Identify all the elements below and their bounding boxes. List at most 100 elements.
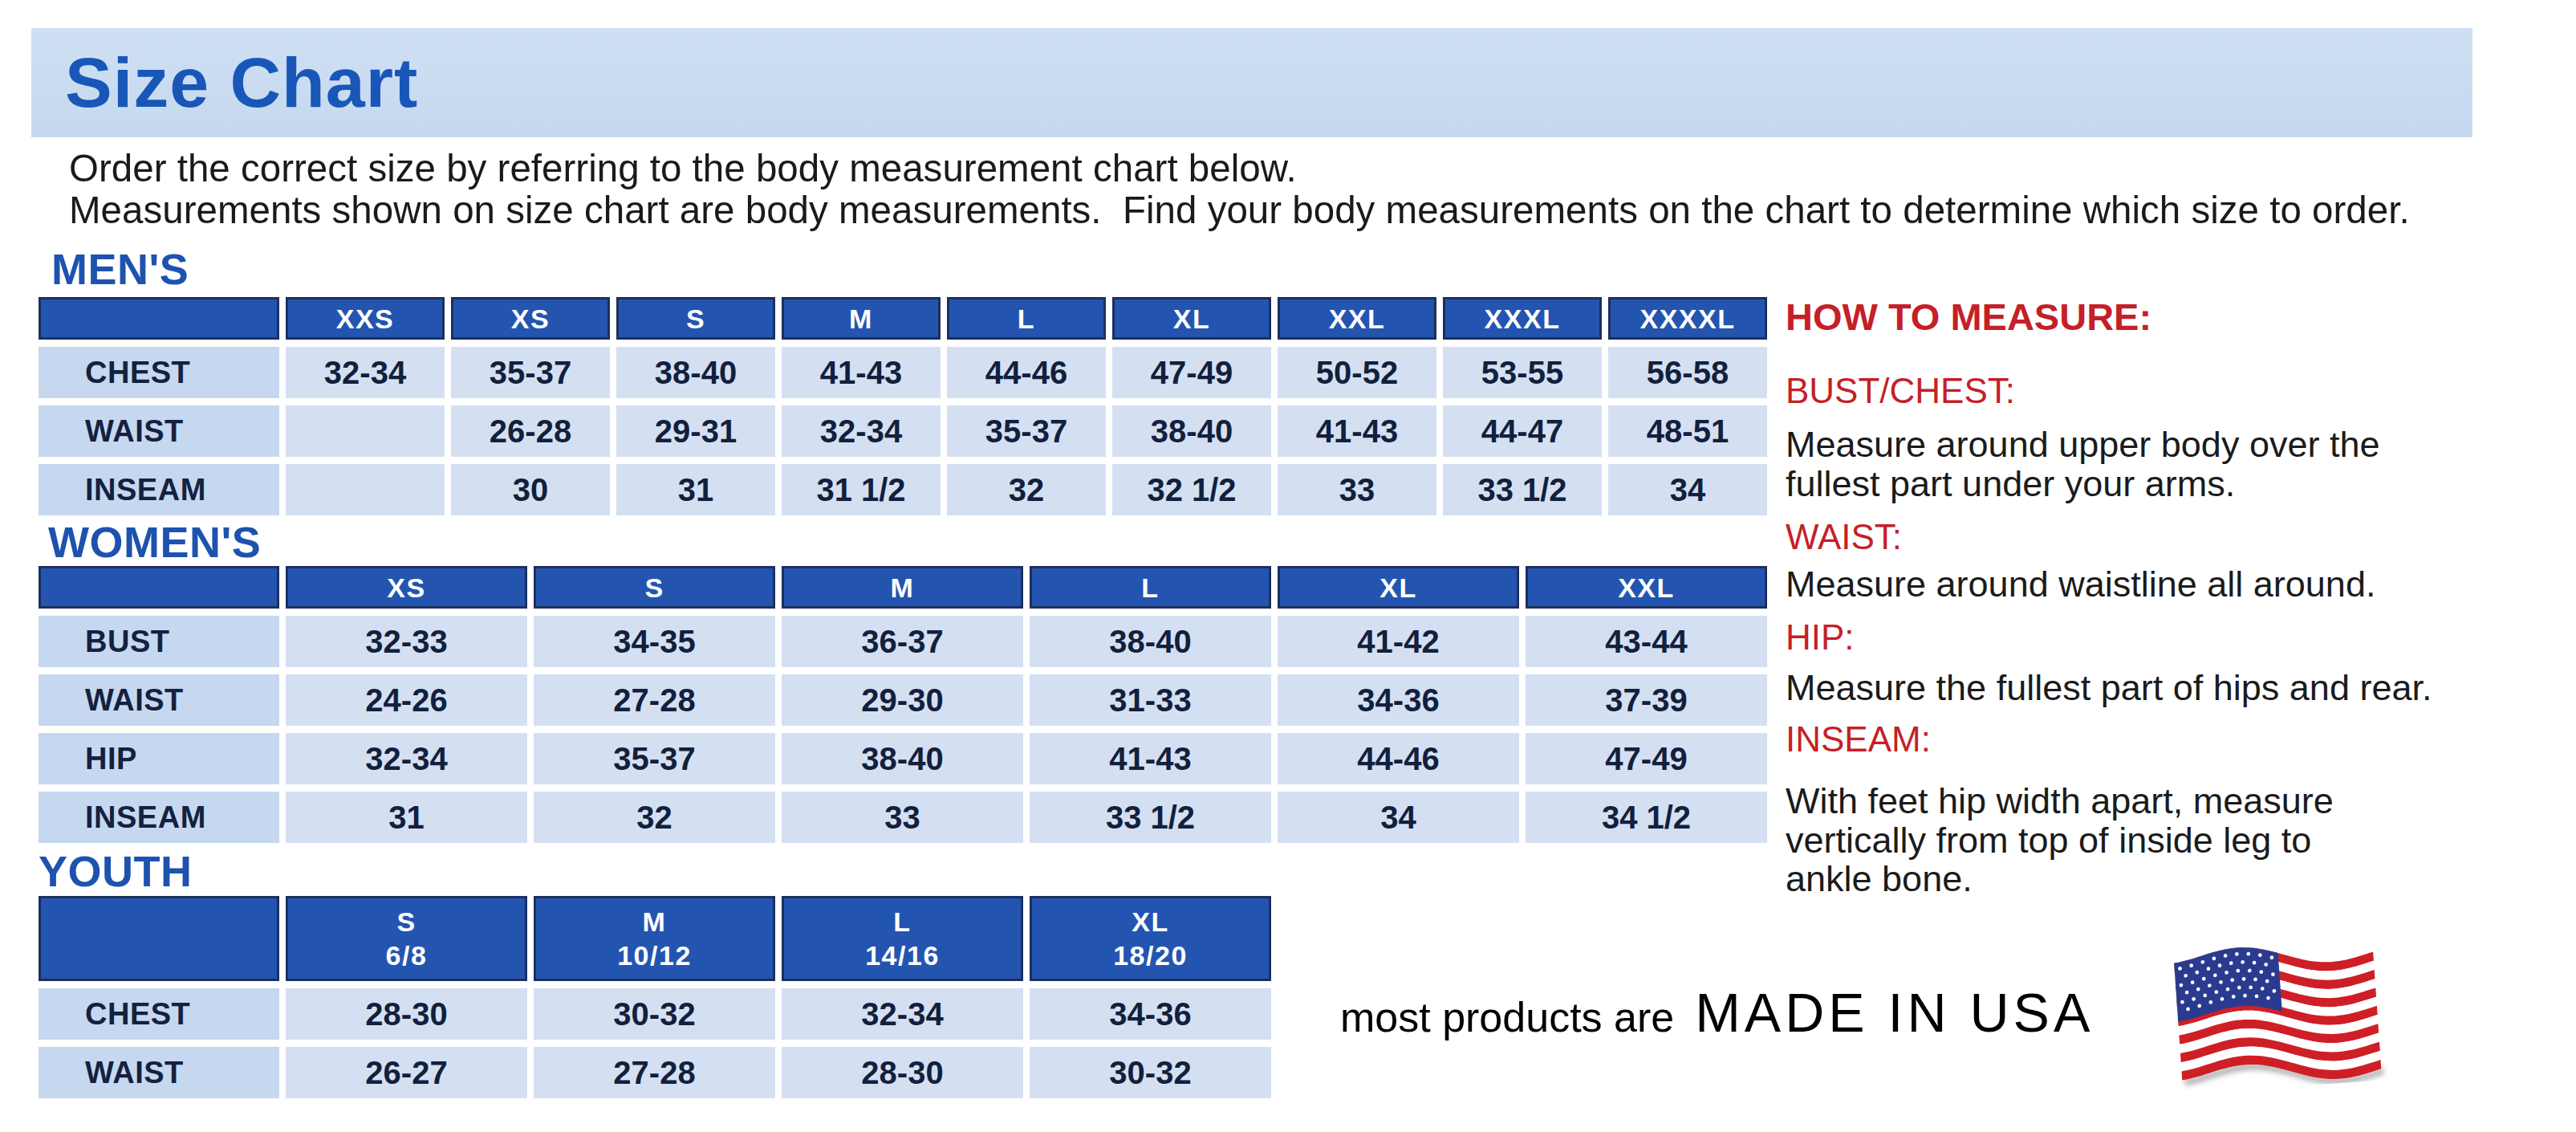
row-label: INSEAM <box>39 464 279 515</box>
size-value-cell: 34-36 <box>1030 988 1271 1040</box>
measure-description: Measure around upper body over thefulles… <box>1786 426 2379 503</box>
column-header: XS <box>451 297 610 340</box>
made-in-usa-line: most products are MADE IN USA <box>1340 981 2094 1044</box>
measure-description-line: Measure around upper body over the <box>1786 426 2379 465</box>
size-value-cell: 32 <box>534 792 775 843</box>
size-value-cell: 32-34 <box>782 405 941 457</box>
column-header: M <box>782 566 1023 609</box>
size-value-cell: 34 1/2 <box>1526 792 1767 843</box>
column-header: S <box>616 297 775 340</box>
column-header: XL <box>1112 297 1271 340</box>
usa-flag-icon <box>2165 934 2396 1095</box>
column-header: XL <box>1278 566 1519 609</box>
section-heading-youth: YOUTH <box>39 849 193 893</box>
column-header-size: XL <box>1132 905 1168 939</box>
column-header-range: 10/12 <box>617 939 692 972</box>
column-header-range: 18/20 <box>1113 939 1188 972</box>
size-value-cell: 27-28 <box>534 674 775 726</box>
row-label: INSEAM <box>39 792 279 843</box>
column-header: S <box>534 566 775 609</box>
made-in-usa-text: MADE IN USA <box>1695 981 2094 1044</box>
size-value-cell: 47-49 <box>1526 733 1767 784</box>
size-value-cell: 30-32 <box>534 988 775 1040</box>
size-value-cell: 35-37 <box>534 733 775 784</box>
size-value-cell: 32-33 <box>286 616 527 667</box>
measure-term: BUST/CHEST: <box>1786 373 2015 409</box>
size-value-cell: 38-40 <box>1112 405 1271 457</box>
size-value-cell: 53-55 <box>1443 347 1602 398</box>
size-value-cell: 33 1/2 <box>1443 464 1602 515</box>
size-value-cell: 50-52 <box>1278 347 1436 398</box>
made-in-usa-prefix: most products are <box>1340 993 1674 1041</box>
size-value-cell: 24-26 <box>286 674 527 726</box>
table-corner-cell <box>39 896 279 981</box>
size-value-cell: 36-37 <box>782 616 1023 667</box>
section-heading-mens: MEN'S <box>51 247 189 291</box>
column-header: XXXXL <box>1608 297 1767 340</box>
size-value-cell: 27-28 <box>534 1047 775 1098</box>
size-value-cell: 26-27 <box>286 1047 527 1098</box>
table-corner-cell <box>39 297 279 340</box>
measure-description-line: fullest part under your arms. <box>1786 465 2379 504</box>
column-header: L <box>947 297 1106 340</box>
intro-text: Order the correct size by referring to t… <box>69 147 2410 230</box>
size-value-cell: 38-40 <box>1030 616 1271 667</box>
size-value-cell: 28-30 <box>286 988 527 1040</box>
column-header: XS <box>286 566 527 609</box>
size-value-cell: 30-32 <box>1030 1047 1271 1098</box>
size-value-cell: 35-37 <box>947 405 1106 457</box>
size-value-cell: 44-46 <box>1278 733 1519 784</box>
size-value-cell: 32 1/2 <box>1112 464 1271 515</box>
column-header: L14/16 <box>782 896 1023 981</box>
title-banner: Size Chart <box>31 28 2472 137</box>
measure-description-line: Measure around waistline all around. <box>1786 565 2375 605</box>
row-label: WAIST <box>39 674 279 726</box>
size-value-cell: 33 <box>782 792 1023 843</box>
measure-description-line: Measure the fullest part of hips and rea… <box>1786 669 2432 708</box>
size-value-cell: 33 <box>1278 464 1436 515</box>
column-header: XXL <box>1526 566 1767 609</box>
size-value-cell: 34-36 <box>1278 674 1519 726</box>
size-value-cell: 31 <box>616 464 775 515</box>
column-header-size: S <box>396 905 416 939</box>
size-value-cell: 32-34 <box>286 733 527 784</box>
column-header: M <box>782 297 941 340</box>
size-value-cell: 38-40 <box>616 347 775 398</box>
row-label: WAIST <box>39 1047 279 1098</box>
measure-description-line: ankle bone. <box>1786 860 2334 899</box>
page-title: Size Chart <box>31 42 418 124</box>
measure-description-line: vertically from top of inside leg to <box>1786 821 2334 861</box>
size-value-cell: 31 <box>286 792 527 843</box>
row-label: CHEST <box>39 988 279 1040</box>
row-label: CHEST <box>39 347 279 398</box>
intro-line-2: Measurements shown on size chart are bod… <box>69 189 2410 230</box>
size-value-cell: 26-28 <box>451 405 610 457</box>
column-header: XXL <box>1278 297 1436 340</box>
table-corner-cell <box>39 566 279 609</box>
size-value-cell <box>286 405 445 457</box>
size-value-cell: 33 1/2 <box>1030 792 1271 843</box>
womens-size-table: XSSMLXLXXLBUST32-3334-3536-3738-4041-424… <box>39 566 1767 843</box>
size-value-cell: 32-34 <box>286 347 445 398</box>
size-value-cell: 41-42 <box>1278 616 1519 667</box>
size-value-cell: 37-39 <box>1526 674 1767 726</box>
size-value-cell: 41-43 <box>782 347 941 398</box>
column-header-range: 6/8 <box>386 939 428 972</box>
column-header: XXXL <box>1443 297 1602 340</box>
size-value-cell: 41-43 <box>1278 405 1436 457</box>
youth-size-table: S6/8M10/12L14/16XL18/20CHEST28-3030-3232… <box>39 896 1271 1098</box>
how-to-measure-heading: HOW TO MEASURE: <box>1786 298 2151 336</box>
size-value-cell: 34-35 <box>534 616 775 667</box>
column-header: XL18/20 <box>1030 896 1271 981</box>
column-header: XXS <box>286 297 445 340</box>
measure-description: Measure the fullest part of hips and rea… <box>1786 669 2432 708</box>
measure-description: Measure around waistline all around. <box>1786 565 2375 605</box>
row-label: HIP <box>39 733 279 784</box>
size-value-cell: 31 1/2 <box>782 464 941 515</box>
size-value-cell: 34 <box>1608 464 1767 515</box>
section-heading-womens: WOMEN'S <box>48 520 261 564</box>
size-value-cell: 32 <box>947 464 1106 515</box>
row-label: BUST <box>39 616 279 667</box>
size-value-cell <box>286 464 445 515</box>
size-value-cell: 32-34 <box>782 988 1023 1040</box>
